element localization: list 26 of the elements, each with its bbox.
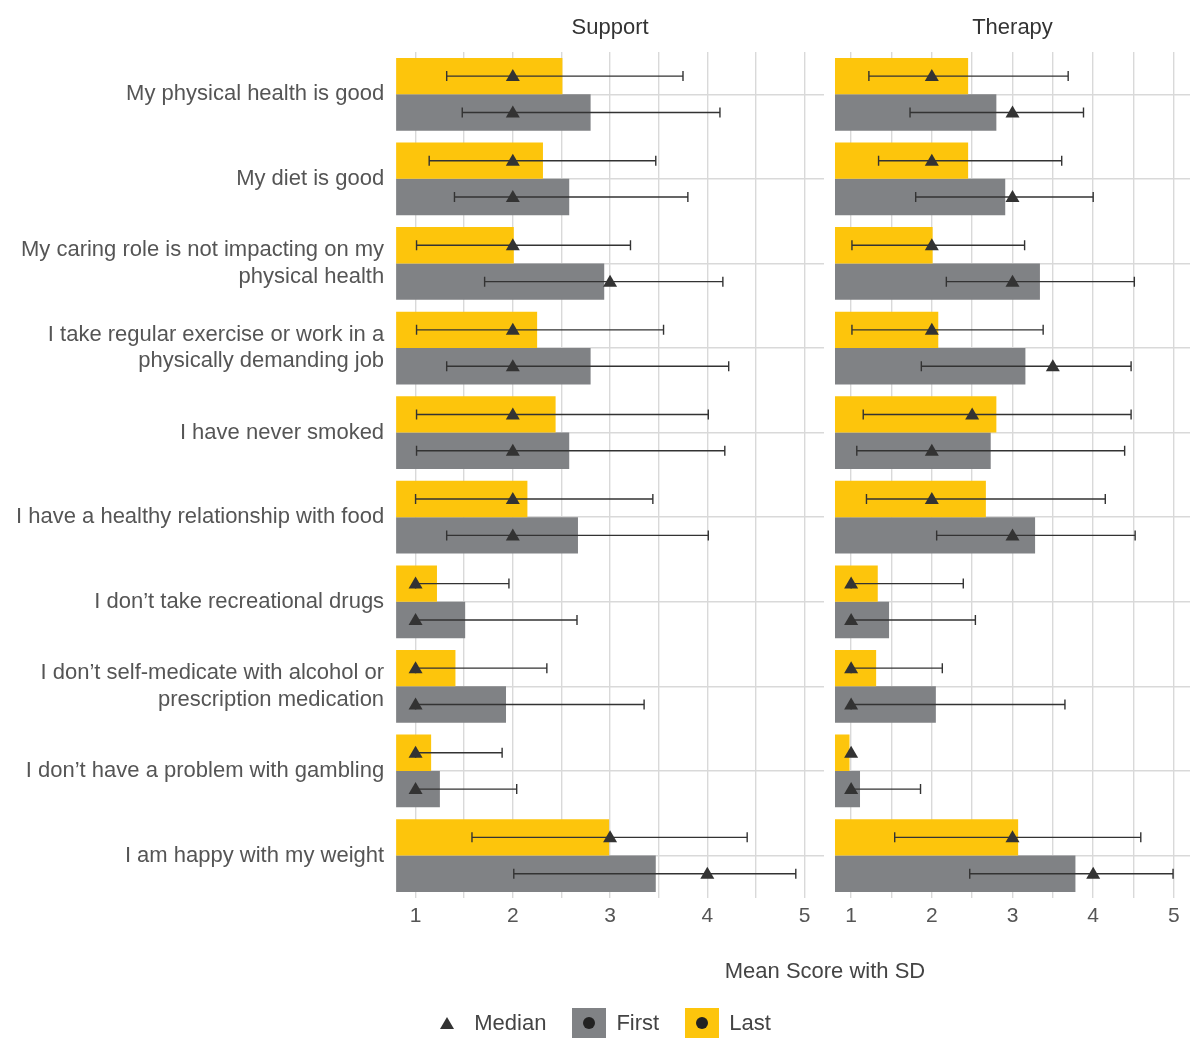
chart-title: Therapy (972, 14, 1053, 40)
x-tick-label: 5 (798, 903, 811, 927)
legend-label: First (616, 1010, 660, 1036)
y-tick-label: I don’t have a problem with gambling (25, 756, 385, 782)
x-tick-label: 1 (845, 903, 857, 927)
x-tick-label: 4 (701, 903, 714, 927)
y-tick-label: My caring role is not impacting on my physical health (20, 236, 385, 288)
x-tick-label: 5 (1168, 903, 1180, 927)
x-tick-label: 3 (604, 903, 616, 927)
y-tick-label: I don’t self-medicate with alcohol or prescription medication (40, 659, 385, 711)
x-axis-title: Mean Score with SD (723, 958, 927, 984)
x-tick-label: 2 (925, 903, 938, 927)
x-tick-label: 3 (1006, 903, 1019, 927)
chart-title: Support (571, 14, 649, 40)
y-tick-label: My diet is good (236, 164, 385, 190)
x-tick-label: 4 (1087, 903, 1100, 927)
y-tick-label: I don’t take recreational drugs (94, 587, 385, 613)
y-tick-label: I have a healthy relationship with food (16, 503, 385, 529)
legend-label: Median (474, 1010, 547, 1036)
y-tick-label: My physical health is good (126, 80, 385, 106)
x-tick-label: 1 (409, 903, 422, 927)
legend-label: Last (729, 1010, 771, 1036)
x-tick-label: 2 (506, 903, 519, 927)
y-tick-label: I am happy with my weight (124, 841, 385, 867)
y-tick-label: I have never smoked (179, 418, 385, 444)
y-tick-label: I take regular exercise or work in a physically demanding job (47, 320, 385, 373)
